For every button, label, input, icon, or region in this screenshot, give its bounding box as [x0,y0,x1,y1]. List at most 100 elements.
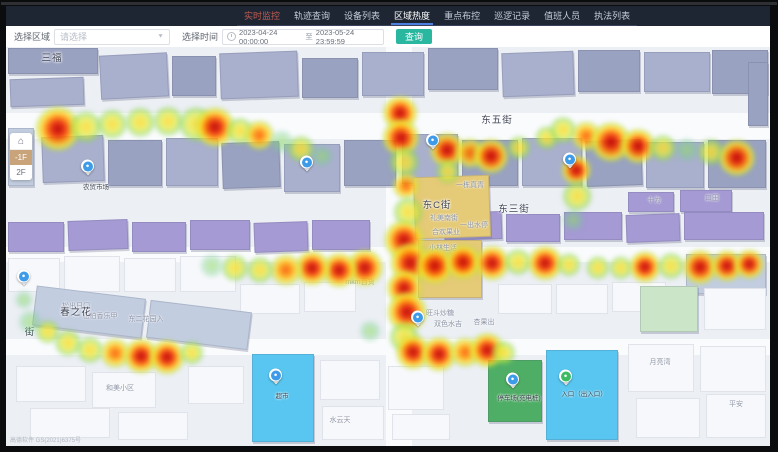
map-building [16,366,86,402]
nav-tab-重点布控[interactable]: 重点布控 [444,10,481,21]
building-label: 礼美南街 [430,215,458,222]
map-building [700,346,766,392]
nav-tab-执法列表[interactable]: 执法列表 [594,10,631,21]
floor-button-2F[interactable]: 2F [16,168,26,177]
map-building [252,354,314,442]
area-select-placeholder: 请选择 [60,32,88,42]
nav-tabs: 实时监控 轨迹查询 设备列表 区域热度 重点布控 巡逻记录 值班人员 执法列表 [237,6,638,26]
map-building [644,52,710,92]
floor-button--1F[interactable]: -1F [10,150,32,165]
map-building [8,48,98,74]
map-building [748,62,768,126]
chevron-down-icon: ▼ [157,33,165,40]
poi-label: 农贸市场 [83,184,109,191]
map-building [640,286,698,332]
poi-marker-blue[interactable]: ● [411,310,425,328]
home-icon[interactable]: ⌂ [10,133,32,150]
map-canvas[interactable]: ⌂ -1F 2F 高德软件 GS(2021)6375号 一栋真青 一出水停 礼美南街合… [6,47,770,446]
map-building [30,408,110,438]
poi-marker-blue[interactable]: ● [506,372,520,390]
map-building [625,213,681,243]
map-building [190,220,250,250]
map-building [706,394,766,438]
nav-tab-巡逻记录[interactable]: 巡逻记录 [494,10,531,21]
nav-tab-值班人员[interactable]: 值班人员 [544,10,581,21]
building-label: 旺斗炒糖 [426,310,454,317]
building-label: 小林生活 [429,245,457,252]
app-window: 实时监控 轨迹查询 设备列表 区域热度 重点布控 巡逻记录 值班人员 执法列表 选择区域 请选… [6,6,770,446]
poi-marker-blue[interactable]: ● [426,133,440,151]
map-building [556,284,608,314]
map-building [320,360,380,400]
map-building [506,214,560,242]
map-building [253,221,309,253]
building-label: 一出水停 [460,222,488,229]
top-nav: 实时监控 轨迹查询 设备列表 区域热度 重点布控 巡逻记录 值班人员 执法列表 [6,6,770,26]
street-label: 街 [24,327,36,338]
map-building [388,366,444,410]
poi-marker-blue[interactable]: ● [300,155,314,173]
search-button[interactable]: 查询 [396,29,433,44]
building-label: mkm百货 [345,279,375,286]
map-building [636,398,700,438]
map-building [166,138,218,186]
poi-marker-blue[interactable]: ● [563,152,577,170]
map-building [108,140,162,186]
clock-icon [227,32,237,41]
time-select-label: 选择时间 [182,32,219,42]
nav-tab-轨迹查询[interactable]: 轨迹查询 [294,10,331,21]
street-label: 东三街 [498,204,530,215]
map-building [240,284,300,314]
building-label: 杏果出 [473,319,495,326]
map-watermark: 高德软件 GS(2021)6375号 [10,438,82,444]
map-building [564,212,622,240]
building-label: 一栋真青 [456,182,484,189]
date-end: 2023-05-24 23:59:59 [315,27,355,46]
map-building [132,222,186,252]
nav-tab-区域热度[interactable]: 区域热度 [387,6,437,25]
map-building [312,220,370,250]
date-range-input[interactable]: 2023-04-24 00:00:00 至 2023-05-24 23:59:5… [222,27,385,46]
map-building [221,141,281,189]
map-building [180,256,236,292]
map-building [188,366,244,404]
map-building [585,139,643,187]
nav-tab-实时监控[interactable]: 实时监控 [244,10,281,21]
map-building [172,56,216,96]
map-building [344,140,396,186]
poi-marker-blue[interactable]: ● [17,269,31,287]
map-building [8,222,64,252]
date-start: 2023-04-24 00:00:00 [239,27,278,46]
map-building [9,76,85,108]
map-building [628,192,674,212]
map-building [92,372,156,408]
building-label: 东二花园入 [128,316,164,323]
map-building [684,212,764,240]
map-building [362,52,424,96]
map-building [501,50,575,98]
poi-marker-green[interactable]: ● [559,369,573,387]
map-building [628,344,694,392]
area-select[interactable]: 请选择 ▼ [54,28,171,45]
map-building [392,414,450,440]
map-building [64,256,120,292]
poi-label: 停车场(充电桩) [497,395,541,402]
building-label: 松出日门 [62,303,90,310]
map-building [428,48,498,90]
map-building [219,50,299,100]
nav-tab-设备列表[interactable]: 设备列表 [344,10,381,21]
map-building [488,360,542,422]
poi-marker-blue[interactable]: ● [269,368,283,386]
street-label: 三福 [41,53,63,64]
date-separator: 至 [305,32,313,41]
building-label: 口田 [705,195,719,202]
map-building [680,190,732,212]
map-building [578,50,640,92]
filter-bar: 选择区域 请选择 ▼ 选择时间 2023-04-24 00:00:00 至 20… [6,26,770,48]
poi-marker-blue[interactable]: ● [81,159,95,177]
building-label: 双色水吉 [434,321,462,328]
floor-control: ⌂ -1F 2F [10,133,32,180]
building-label: 和美小区 [106,385,134,392]
poi-label: 超市 [275,393,289,400]
